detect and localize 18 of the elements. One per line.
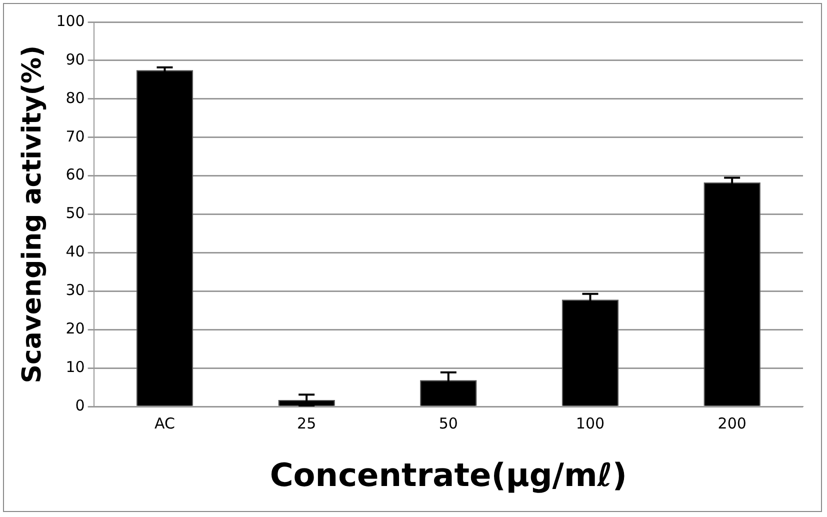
y-tick-label: 40 [66,242,85,261]
y-tick-label: 80 [66,88,85,107]
x-axis-title: Concentrate(μg/mℓ) [270,456,628,494]
y-tick-label: 0 [75,396,85,414]
x-tick-label: 25 [297,414,316,432]
y-tick-label: 70 [66,127,85,146]
y-axis-title: Scavenging activity(%) [17,45,48,384]
y-tick-label: 50 [66,204,85,222]
y-tick-label: 90 [66,50,85,68]
x-tick-label: AC [154,414,175,432]
y-tick-label: 20 [66,320,85,338]
y-tick-label: 60 [66,166,85,184]
x-tick-label: 50 [438,414,458,432]
y-tick-label: 30 [66,281,85,300]
y-tick-label: 10 [66,358,85,376]
x-tick-label: 100 [576,414,605,432]
x-tick-label: 200 [718,414,746,432]
y-tick-label: 100 [56,12,85,30]
